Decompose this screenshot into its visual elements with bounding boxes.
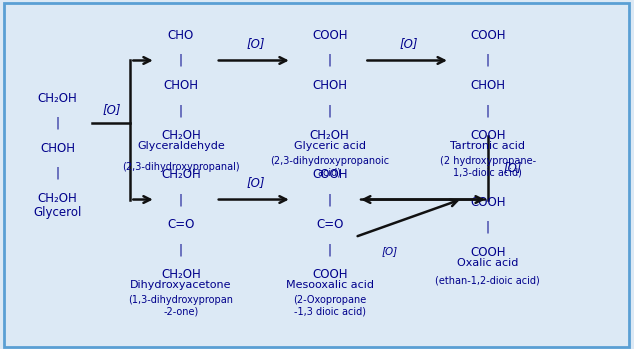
Text: |: |	[56, 117, 60, 129]
Text: [O]: [O]	[382, 246, 398, 256]
Text: COOH: COOH	[470, 129, 505, 142]
Text: CHOH: CHOH	[164, 79, 198, 92]
Text: C=O: C=O	[167, 218, 195, 231]
Text: [O]: [O]	[246, 37, 264, 50]
Text: Glyceric acid: Glyceric acid	[294, 141, 366, 151]
Text: [O]: [O]	[399, 37, 418, 50]
Text: |: |	[328, 104, 332, 117]
Text: |: |	[328, 243, 332, 256]
Text: CH₂OH: CH₂OH	[310, 129, 349, 142]
Text: (1,3-dihydroxypropan
-2-one): (1,3-dihydroxypropan -2-one)	[129, 295, 233, 317]
Text: COOH: COOH	[470, 246, 505, 259]
Text: |: |	[328, 193, 332, 206]
Text: CH₂OH: CH₂OH	[38, 192, 77, 205]
Text: CHO: CHO	[168, 29, 194, 42]
Text: (2,3-dihydroxypropanoic
acid): (2,3-dihydroxypropanoic acid)	[270, 156, 389, 178]
Text: |: |	[179, 54, 183, 67]
Text: COOH: COOH	[312, 29, 347, 42]
Text: CH₂OH: CH₂OH	[161, 129, 201, 142]
Text: [O]: [O]	[246, 176, 264, 189]
Text: C=O: C=O	[316, 218, 344, 231]
Text: Tartronic acid: Tartronic acid	[450, 141, 526, 151]
Text: COOH: COOH	[470, 29, 505, 42]
Text: COOH: COOH	[312, 268, 347, 281]
Text: CHOH: CHOH	[470, 79, 505, 92]
Text: [O]: [O]	[102, 103, 120, 116]
Text: |: |	[486, 54, 490, 67]
Text: COOH: COOH	[312, 168, 347, 181]
Text: Glyceraldehyde: Glyceraldehyde	[137, 141, 225, 151]
Text: |: |	[179, 243, 183, 256]
Text: CHOH: CHOH	[312, 79, 347, 92]
Text: |: |	[179, 193, 183, 206]
Text: CH₂OH: CH₂OH	[161, 268, 201, 281]
Text: |: |	[328, 54, 332, 67]
Text: (2-Oxopropane
-1,3 dioic acid): (2-Oxopropane -1,3 dioic acid)	[293, 295, 366, 317]
Text: COOH: COOH	[470, 196, 505, 209]
Text: |: |	[486, 104, 490, 117]
Text: |: |	[56, 166, 60, 180]
Text: |: |	[179, 104, 183, 117]
Text: [O]: [O]	[504, 161, 522, 174]
Text: |: |	[486, 221, 490, 234]
Text: Oxalic acid: Oxalic acid	[457, 258, 519, 268]
Text: CHOH: CHOH	[40, 142, 75, 155]
Text: Glycerol: Glycerol	[34, 206, 82, 218]
Text: (2,3-dihydroxypropanal): (2,3-dihydroxypropanal)	[122, 162, 240, 172]
Text: Dihydroxyacetone: Dihydroxyacetone	[130, 280, 232, 290]
Text: CH₂OH: CH₂OH	[161, 168, 201, 181]
Text: Mesooxalic acid: Mesooxalic acid	[286, 280, 373, 290]
Text: (2 hydroxypropane-
1,3-dioic acid): (2 hydroxypropane- 1,3-dioic acid)	[440, 156, 536, 178]
Text: (ethan-1,2-dioic acid): (ethan-1,2-dioic acid)	[436, 275, 540, 285]
Text: CH₂OH: CH₂OH	[38, 91, 77, 105]
